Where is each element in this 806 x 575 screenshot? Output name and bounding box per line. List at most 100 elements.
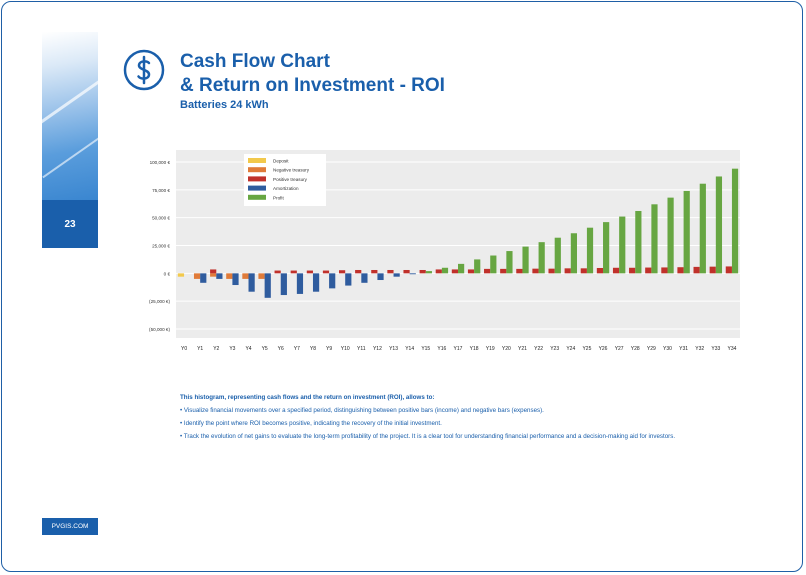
bar-amortization <box>312 273 320 292</box>
legend-label: Negative treasury <box>273 168 310 173</box>
bar-positive-treasury <box>661 267 668 274</box>
bar-profit <box>490 255 497 274</box>
x-tick-label: Y32 <box>695 346 704 352</box>
legend-swatch <box>248 176 266 182</box>
bar-amortization <box>296 273 304 294</box>
bar-profit <box>474 259 481 274</box>
x-tick-label: Y14 <box>405 346 414 352</box>
x-tick-label: Y21 <box>518 346 527 352</box>
bar-profit <box>731 168 739 274</box>
bar-amortization <box>264 273 271 298</box>
x-tick-label: Y30 <box>663 346 672 352</box>
x-tick-label: Y18 <box>470 346 479 352</box>
bar-profit <box>554 237 561 274</box>
page-title: Cash Flow Chart & Return on Investment -… <box>180 50 445 98</box>
x-tick-label: Y29 <box>647 346 656 352</box>
bar-positive-treasury <box>371 269 378 274</box>
bar-positive-treasury <box>677 267 684 274</box>
x-tick-label: Y7 <box>294 346 300 352</box>
legend-label: Amortization <box>273 186 299 191</box>
bar-amortization <box>248 273 255 292</box>
bar-positive-treasury <box>290 270 297 274</box>
x-tick-label: Y17 <box>454 346 463 352</box>
legend-label: Profit <box>273 195 284 200</box>
bar-profit <box>522 246 529 274</box>
description-bullet: Track the evolution of net gains to eval… <box>180 430 740 443</box>
legend-swatch <box>248 167 266 173</box>
x-tick-label: Y5 <box>262 346 268 352</box>
description-list: Visualize financial movements over a spe… <box>180 404 740 443</box>
title-line-2: & Return on Investment - ROI <box>180 75 445 96</box>
x-tick-label: Y4 <box>245 346 251 352</box>
x-tick-label: Y20 <box>502 346 511 352</box>
bar-positive-treasury <box>500 268 507 274</box>
bar-profit <box>538 242 545 274</box>
bar-amortization <box>232 273 239 286</box>
bar-deposit <box>177 273 185 277</box>
description-bullet: Visualize financial movements over a spe… <box>180 404 740 417</box>
x-tick-label: Y9 <box>326 346 332 352</box>
x-tick-label: Y12 <box>373 346 382 352</box>
bar-positive-treasury <box>210 269 217 274</box>
y-tick-label: (50,000 €) <box>149 327 170 332</box>
bar-profit <box>570 233 577 274</box>
bar-profit <box>458 263 465 274</box>
legend-label: Deposit <box>273 159 289 164</box>
x-tick-label: Y33 <box>711 346 720 352</box>
bar-positive-treasury <box>693 266 700 274</box>
x-tick-label: Y28 <box>631 346 640 352</box>
bar-positive-treasury <box>419 269 426 274</box>
y-tick-label: 50,000 € <box>152 216 170 221</box>
bar-profit <box>635 210 642 274</box>
bar-amortization <box>393 273 400 277</box>
bar-negative-treasury <box>193 273 201 279</box>
bar-profit <box>619 216 626 274</box>
x-tick-label: Y26 <box>599 346 608 352</box>
bar-positive-treasury <box>387 269 394 274</box>
bar-positive-treasury <box>516 268 523 274</box>
bar-positive-treasury <box>322 270 330 274</box>
bar-amortization <box>345 273 352 286</box>
x-tick-label: Y6 <box>278 346 284 352</box>
bar-profit <box>506 251 513 274</box>
bar-profit <box>683 190 690 274</box>
bar-positive-treasury <box>435 269 442 274</box>
cash-flow-chart: 100,000 € 75,000 € 50,000 € 25,000 € 0 € (25,… <box>136 148 744 360</box>
y-tick-label: 0 € <box>164 271 171 276</box>
legend-swatch <box>248 185 266 191</box>
x-tick-label: Y27 <box>615 346 624 352</box>
y-tick-label: 25,000 € <box>152 244 170 249</box>
bar-positive-treasury <box>629 267 636 274</box>
x-tick-label: Y10 <box>341 346 350 352</box>
bar-profit <box>715 176 723 274</box>
bar-positive-treasury <box>564 268 571 274</box>
x-tick-label: Y8 <box>310 346 316 352</box>
page-subtitle: Batteries 24 kWh <box>180 99 269 111</box>
bar-amortization <box>216 273 223 279</box>
site-link-button[interactable]: PVGIS.COM <box>42 518 98 535</box>
y-tick-label: 75,000 € <box>152 188 170 193</box>
bar-negative-treasury <box>258 273 265 279</box>
legend-label: Positive treasury <box>273 177 308 182</box>
bar-positive-treasury <box>467 269 475 274</box>
legend-swatch <box>248 158 266 163</box>
description-bullet: Identify the point where ROI becomes pos… <box>180 417 740 430</box>
bar-negative-treasury <box>242 273 249 279</box>
bar-negative-treasury <box>226 273 233 279</box>
bar-positive-treasury <box>725 266 732 274</box>
x-tick-label: Y13 <box>389 346 398 352</box>
bar-profit <box>586 227 594 274</box>
bar-positive-treasury <box>355 269 362 274</box>
bar-profit <box>667 197 674 274</box>
bar-positive-treasury <box>580 268 587 274</box>
y-tick-label: 100,000 € <box>150 160 171 165</box>
x-tick-label: Y23 <box>550 346 559 352</box>
y-tick-label: (25,000 €) <box>149 299 170 304</box>
title-line-1: Cash Flow Chart <box>180 51 330 72</box>
bar-amortization <box>329 273 336 289</box>
bar-positive-treasury <box>612 267 620 274</box>
dollar-icon <box>122 48 166 92</box>
bar-amortization <box>200 273 207 283</box>
bar-amortization <box>280 273 287 296</box>
description: This histogram, representing cash flows … <box>180 391 740 443</box>
